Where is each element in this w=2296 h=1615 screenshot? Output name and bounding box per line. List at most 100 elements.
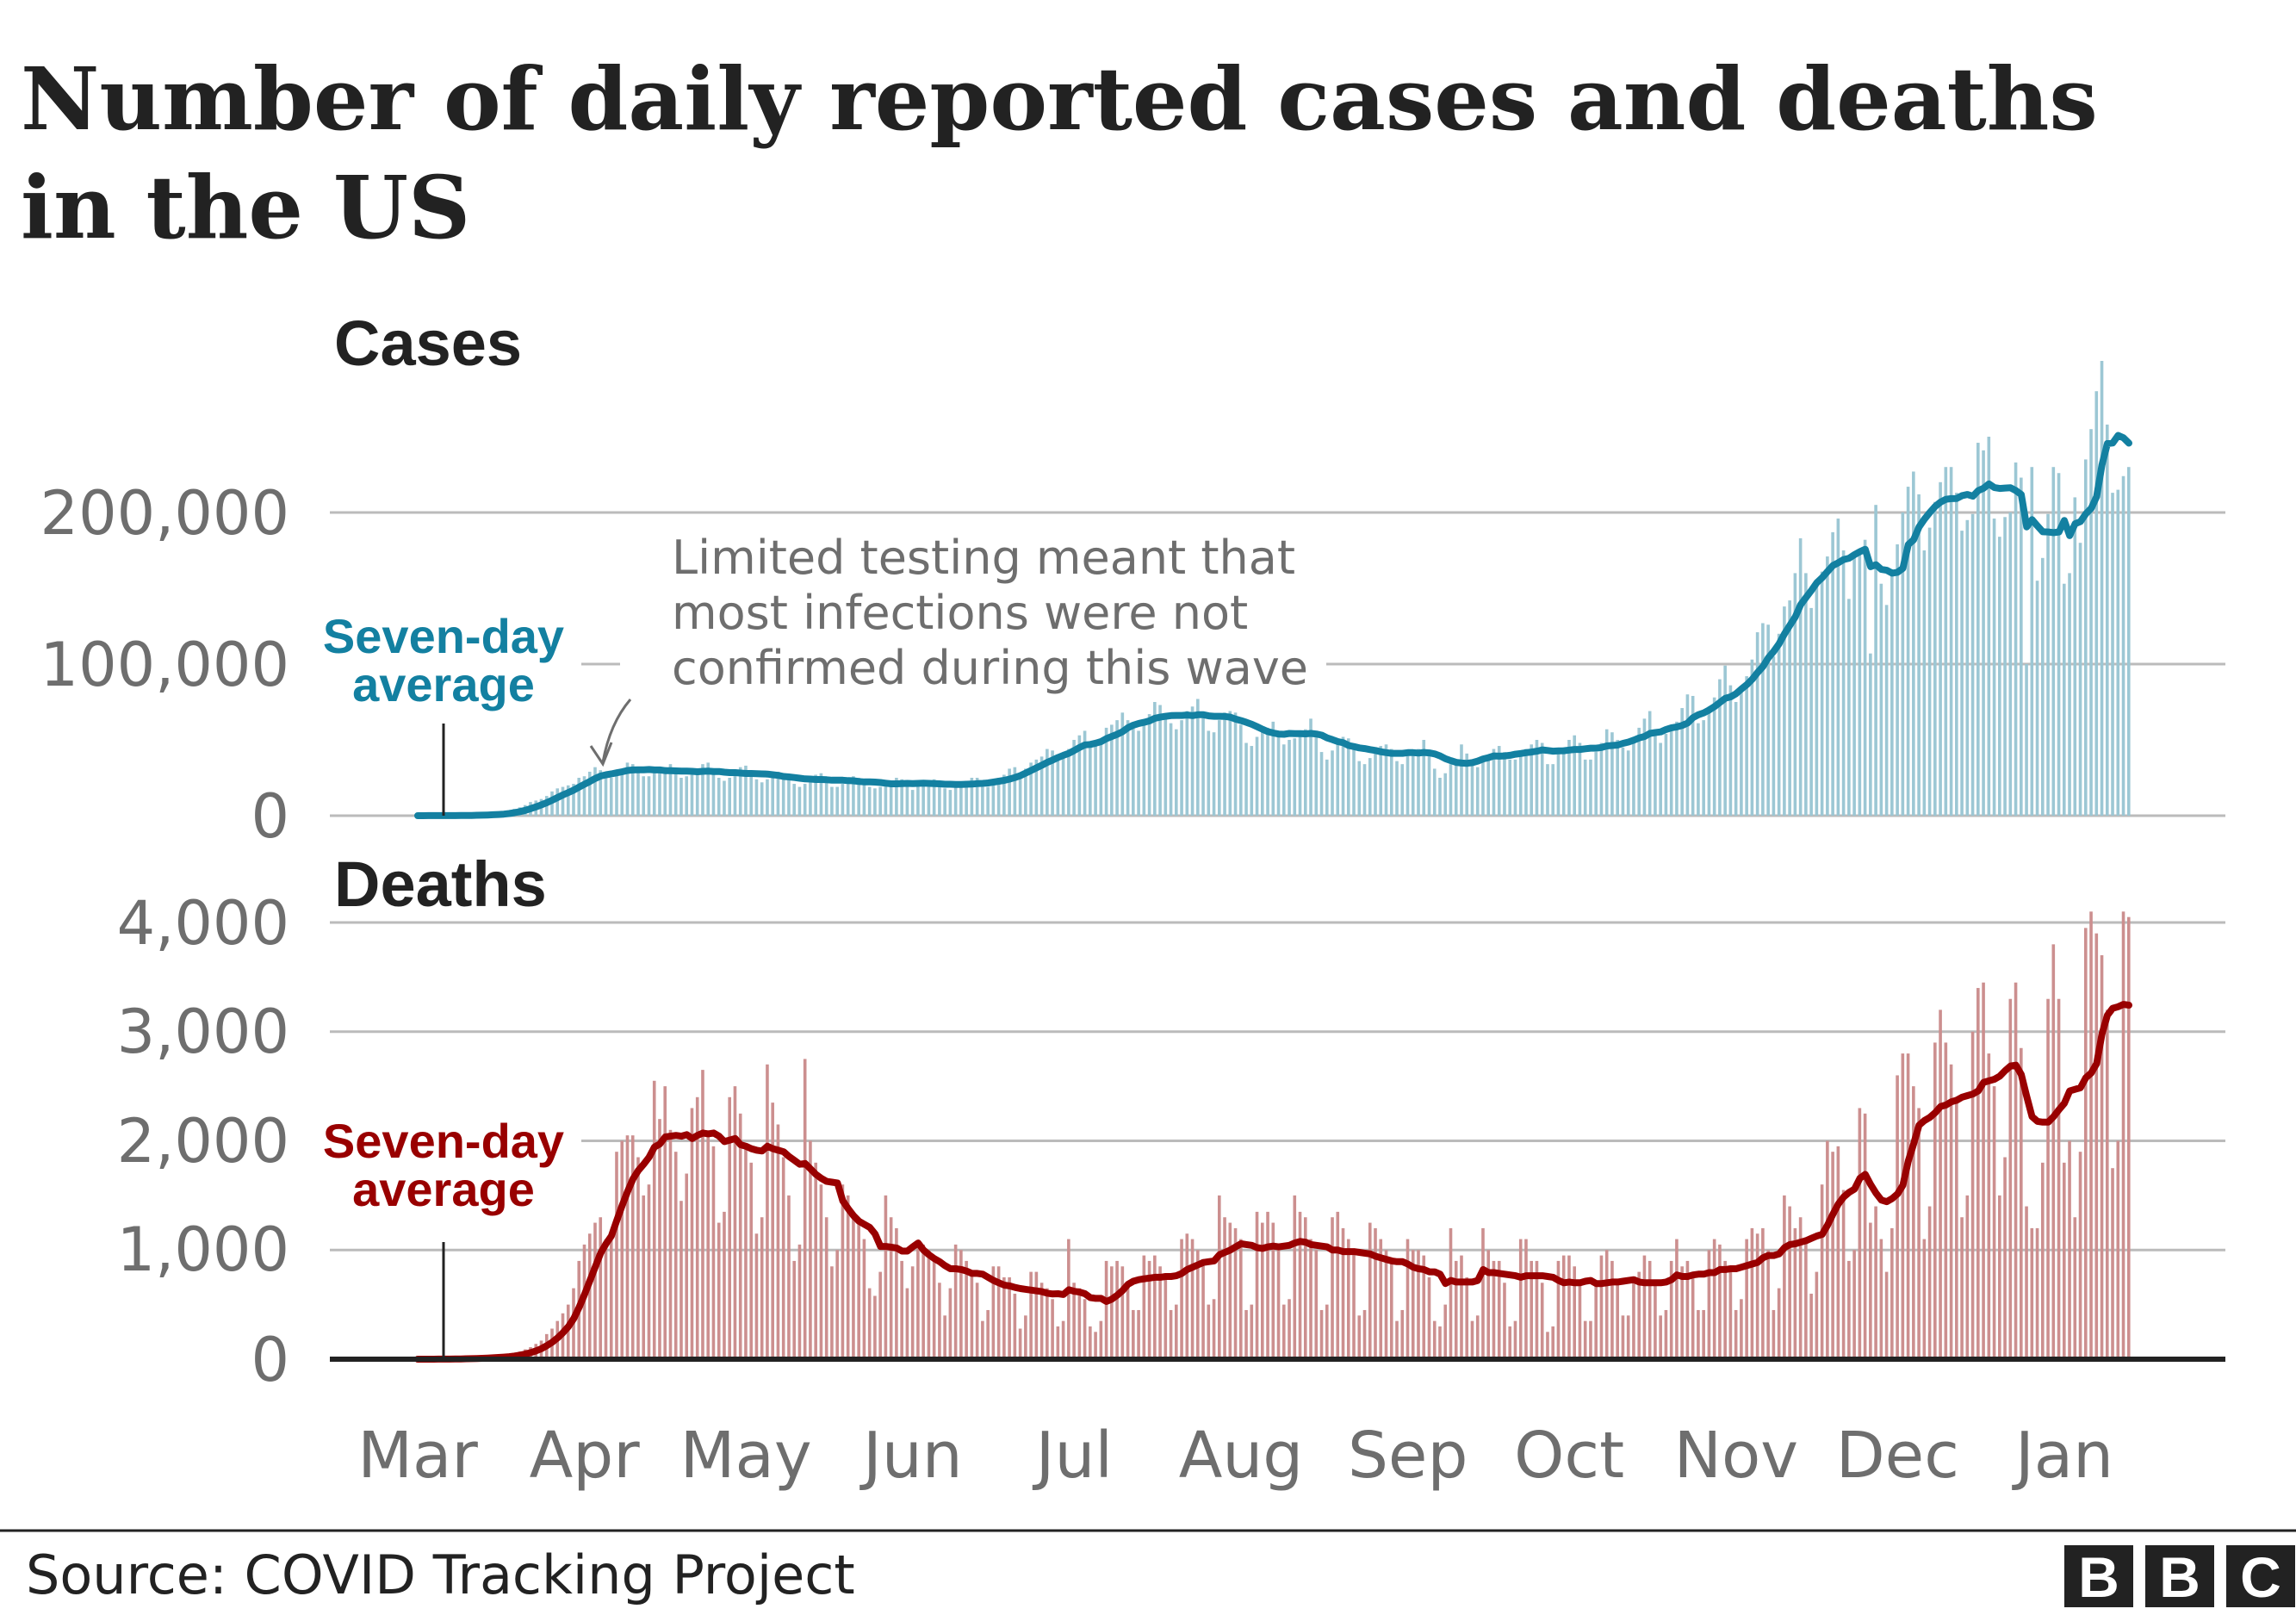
- cases-bar: [1008, 768, 1011, 816]
- deaths-bar: [1906, 1053, 1910, 1359]
- cases-bar: [1740, 686, 1743, 816]
- deaths-bar: [1142, 1255, 1146, 1359]
- deaths-bar: [1712, 1239, 1716, 1359]
- cases-bar: [723, 780, 726, 816]
- cases-bar: [717, 778, 721, 816]
- cases-bar: [1336, 744, 1340, 816]
- cases-bar: [593, 767, 597, 816]
- deaths-bar: [630, 1135, 635, 1359]
- deaths-bar: [1820, 1184, 1824, 1359]
- deaths-bar: [1917, 1108, 1921, 1359]
- cases-bar: [685, 776, 689, 816]
- cases-bar: [1094, 746, 1097, 816]
- cases-bar: [2121, 475, 2125, 816]
- cases-bar: [663, 767, 667, 816]
- cases-bar: [1362, 764, 1367, 816]
- cases-bar: [1610, 732, 1614, 816]
- deaths-bar: [889, 1217, 893, 1359]
- deaths-bar: [1540, 1283, 1544, 1359]
- deaths-bar: [1239, 1239, 1243, 1359]
- cases-panel-title: Cases: [334, 307, 522, 379]
- deaths-bar: [652, 1080, 656, 1359]
- deaths-bar: [803, 1059, 807, 1359]
- deaths-bar: [1637, 1271, 1641, 1359]
- deaths-bar: [609, 1233, 613, 1359]
- cases-bar: [1616, 740, 1619, 816]
- cases-bar: [695, 771, 699, 816]
- cases-bar: [1798, 537, 1803, 816]
- deaths-bar: [2126, 916, 2131, 1359]
- deaths-bar: [1120, 1266, 1125, 1359]
- cases-bar: [1438, 778, 1442, 816]
- deaths-ytick-2000: 2,000: [117, 1106, 289, 1177]
- deaths-bar: [1013, 1293, 1017, 1359]
- cases-bar: [1357, 761, 1362, 816]
- cases-bar: [642, 776, 646, 816]
- cases-bar: [2126, 467, 2131, 816]
- deaths-bar: [1621, 1315, 1625, 1359]
- deaths-bar: [1616, 1283, 1619, 1359]
- deaths-bars: [431, 911, 2131, 1359]
- cases-bar: [1083, 730, 1087, 816]
- deaths-bar: [2035, 1227, 2039, 1359]
- deaths-bar: [1046, 1288, 1049, 1359]
- annotation-background: [620, 517, 1326, 698]
- deaths-average-label-background: [310, 1111, 581, 1223]
- cases-bar: [1389, 748, 1393, 816]
- cases-bar: [1024, 768, 1027, 816]
- cases-bar: [1175, 729, 1178, 816]
- deaths-bar: [1680, 1266, 1684, 1359]
- cases-bar: [1772, 656, 1776, 816]
- deaths-bar: [1411, 1250, 1415, 1359]
- cases-bar: [1132, 727, 1135, 816]
- cases-bar: [1987, 437, 1991, 816]
- deaths-bar: [1955, 1096, 1958, 1359]
- deaths-bar: [2046, 998, 2050, 1359]
- cases-bar: [1551, 764, 1555, 816]
- x-tick-may: May: [680, 1419, 812, 1493]
- svg-text:C: C: [2240, 1545, 2281, 1609]
- deaths-bar: [701, 1070, 704, 1359]
- deaths-bar: [1836, 1146, 1840, 1359]
- cases-bar: [1750, 659, 1754, 816]
- deaths-bar: [2057, 998, 2061, 1359]
- cases-bar: [1896, 544, 1899, 816]
- deaths-bar: [970, 1271, 974, 1359]
- cases-bar: [1417, 748, 1420, 816]
- deaths-bar: [1589, 1320, 1592, 1359]
- cases-bar: [1492, 748, 1496, 816]
- deaths-bar: [781, 1157, 785, 1359]
- deaths-bar: [1395, 1320, 1399, 1359]
- annotation-line3: confirmed during this wave: [672, 641, 1308, 695]
- cases-bar: [604, 776, 608, 816]
- deaths-bar: [749, 1162, 753, 1359]
- cases-bar: [1728, 685, 1733, 816]
- cases-bar: [970, 778, 974, 816]
- svg-text:B: B: [2159, 1545, 2200, 1609]
- deaths-bar: [760, 1217, 764, 1359]
- cases-bar: [2116, 489, 2120, 816]
- deaths-bar: [975, 1283, 979, 1359]
- deaths-bar: [1863, 1113, 1867, 1359]
- deaths-bar: [953, 1244, 958, 1359]
- x-tick-jan: Jan: [2012, 1419, 2113, 1493]
- deaths-bar: [1460, 1255, 1463, 1359]
- deaths-bar: [1207, 1304, 1211, 1359]
- cases-bar: [1793, 573, 1797, 816]
- cases-bar: [1368, 758, 1372, 816]
- cases-bar: [658, 768, 661, 816]
- cases-bar: [2100, 361, 2104, 816]
- deaths-bar: [1745, 1239, 1748, 1359]
- cases-bar: [1508, 759, 1512, 816]
- deaths-bar: [1008, 1276, 1011, 1359]
- deaths-bar: [604, 1239, 608, 1359]
- cases-bar: [2111, 493, 2114, 816]
- deaths-bar: [1293, 1195, 1297, 1359]
- deaths-bar: [857, 1222, 860, 1359]
- cases-bar: [792, 784, 796, 816]
- deaths-bar: [1115, 1260, 1119, 1359]
- deaths-bar: [2094, 933, 2099, 1359]
- cases-bar: [2089, 429, 2093, 816]
- deaths-bar: [981, 1320, 984, 1359]
- deaths-bar: [1153, 1255, 1157, 1359]
